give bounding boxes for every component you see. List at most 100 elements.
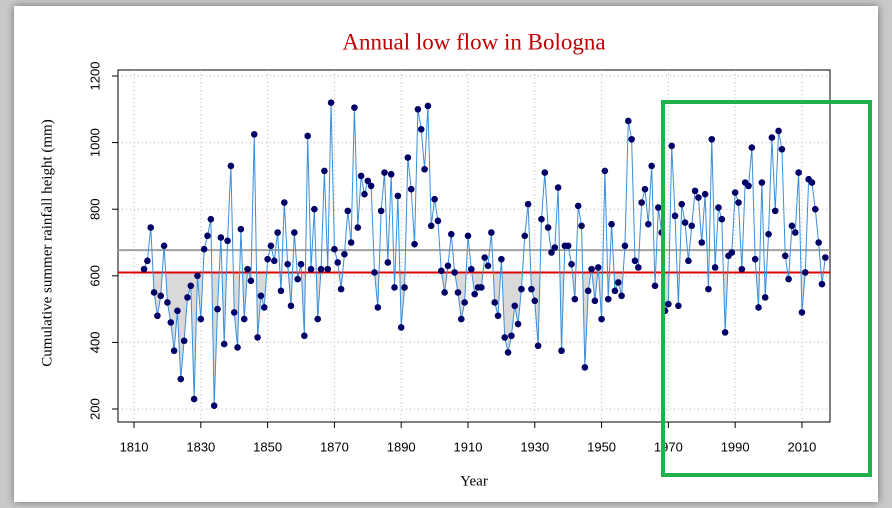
data-point — [755, 304, 762, 311]
data-point — [167, 319, 175, 326]
data-point — [384, 259, 392, 266]
data-point — [331, 245, 338, 253]
x-tick-label: 1890 — [387, 439, 416, 454]
data-point — [745, 182, 752, 190]
data-point — [798, 309, 806, 316]
data-point — [160, 242, 168, 250]
data-point — [180, 337, 188, 345]
data-point — [791, 229, 799, 236]
data-point — [184, 294, 191, 301]
data-point — [538, 215, 545, 223]
data-point — [531, 297, 539, 305]
data-point — [170, 347, 178, 355]
data-point — [391, 284, 398, 291]
data-point — [397, 324, 405, 331]
data-point — [624, 117, 632, 125]
data-point — [341, 250, 348, 258]
data-point — [511, 302, 519, 310]
data-point — [631, 257, 639, 265]
data-point — [541, 169, 549, 176]
data-point — [508, 332, 515, 340]
data-point — [210, 402, 218, 409]
x-tick-label: 1930 — [520, 439, 549, 454]
x-tick-label: 1950 — [587, 439, 616, 454]
data-point — [381, 169, 388, 176]
data-point — [394, 192, 402, 200]
data-point — [488, 229, 495, 236]
data-point — [688, 222, 696, 230]
data-point — [721, 329, 729, 336]
data-point — [478, 284, 485, 291]
data-point — [190, 395, 198, 403]
data-point — [808, 179, 816, 186]
data-point — [818, 280, 826, 288]
data-point — [411, 240, 418, 248]
data-point — [648, 162, 655, 170]
data-point — [291, 229, 298, 236]
data-point — [751, 255, 759, 263]
data-point — [207, 215, 215, 223]
data-point — [801, 269, 809, 276]
data-point — [454, 289, 462, 296]
data-point — [214, 305, 221, 313]
data-point — [728, 249, 736, 256]
data-point — [671, 212, 679, 220]
data-point — [551, 244, 559, 251]
data-point — [758, 179, 766, 186]
data-point — [588, 265, 595, 273]
data-point — [521, 232, 529, 240]
data-point — [594, 264, 602, 271]
data-point — [581, 364, 589, 371]
data-point — [254, 334, 261, 341]
data-point — [685, 257, 692, 265]
data-point — [568, 260, 575, 268]
data-point — [698, 239, 706, 246]
data-point — [748, 144, 756, 151]
data-point — [735, 199, 742, 206]
data-point — [638, 199, 645, 206]
data-point — [187, 282, 195, 290]
data-point — [227, 162, 235, 170]
data-point — [451, 269, 458, 276]
data-point — [621, 242, 629, 250]
y-tick-label: 400 — [87, 332, 102, 354]
data-point — [347, 239, 355, 246]
data-point — [434, 217, 442, 225]
data-point — [738, 265, 746, 273]
x-tick-label: 1850 — [253, 439, 282, 454]
data-point — [220, 340, 228, 348]
data-point — [311, 205, 318, 213]
data-point — [277, 287, 285, 295]
data-point — [224, 237, 231, 245]
data-point — [564, 242, 572, 250]
data-point — [240, 315, 248, 323]
data-point — [164, 299, 171, 306]
data-point — [558, 347, 565, 355]
data-point — [267, 242, 275, 250]
data-point — [357, 172, 365, 180]
highlight-box — [661, 100, 872, 477]
data-point — [197, 315, 205, 323]
data-point — [274, 229, 281, 236]
data-point — [534, 342, 542, 350]
data-point — [765, 230, 772, 238]
data-point — [544, 224, 552, 231]
data-point — [711, 264, 719, 271]
data-point — [401, 284, 408, 291]
data-point — [785, 275, 792, 283]
data-point — [414, 105, 422, 113]
data-point — [458, 315, 465, 323]
data-point — [494, 312, 502, 320]
data-point — [548, 249, 555, 256]
data-point — [337, 285, 345, 293]
data-point — [608, 220, 615, 228]
data-point — [504, 349, 512, 356]
data-point — [421, 165, 428, 173]
data-point — [645, 220, 652, 228]
data-point — [761, 294, 769, 301]
data-point — [417, 125, 425, 133]
data-point — [498, 255, 505, 263]
data-point — [281, 199, 288, 206]
data-point — [701, 190, 709, 198]
data-point — [618, 292, 625, 300]
